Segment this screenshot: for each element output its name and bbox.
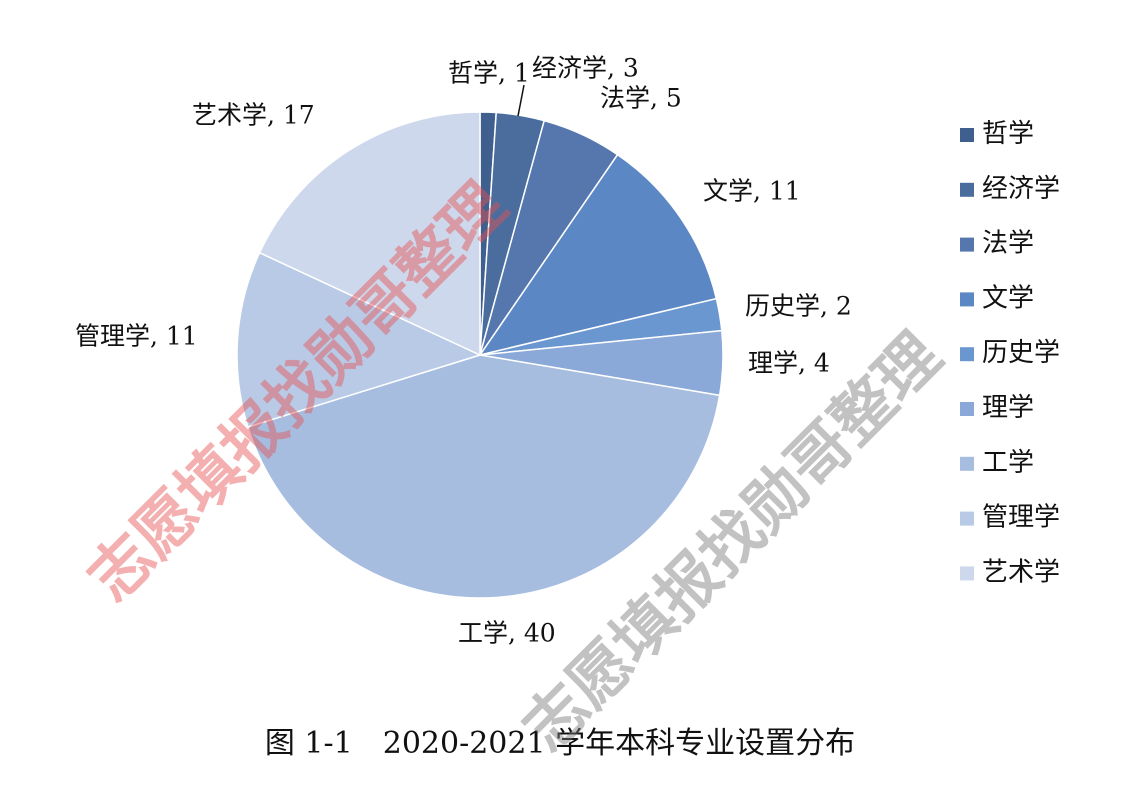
legend-label: 艺术学 (982, 557, 1060, 587)
legend-label: 文学 (982, 283, 1034, 313)
legend-swatch (960, 292, 974, 307)
legend-label: 理学 (982, 393, 1034, 423)
data-label: 艺术学, 17 (192, 101, 315, 130)
legend-label: 哲学 (982, 119, 1034, 149)
legend-swatch (960, 128, 974, 142)
pie-slice (236, 251, 483, 428)
data-label: 历史学, 2 (745, 292, 852, 321)
pie-slice (258, 111, 481, 357)
legend-swatch (960, 347, 974, 362)
legend-swatch (960, 456, 974, 471)
legend-label: 管理学 (982, 503, 1060, 533)
legend-swatch (960, 402, 974, 416)
leader-line (517, 84, 525, 117)
legend-label: 历史学 (982, 338, 1060, 368)
data-label: 法学, 5 (600, 84, 682, 113)
data-label: 文学, 11 (703, 177, 801, 206)
legend-swatch (960, 566, 974, 581)
data-label: 经济学, 3 (532, 54, 639, 83)
pie-slice (246, 354, 721, 599)
legend-label: 法学 (982, 229, 1034, 259)
data-label: 管理学, 11 (75, 322, 198, 351)
chart-title: 图 1-1 2020-2021 学年本科专业设置分布 (265, 726, 855, 761)
pie-slice (478, 153, 718, 357)
data-label: 工学, 40 (458, 619, 556, 648)
data-label: 理学, 4 (748, 349, 830, 378)
legend-swatch (960, 511, 974, 526)
data-label: 哲学, 1 (448, 59, 530, 88)
legend-swatch (960, 237, 974, 252)
legend-label: 工学 (982, 448, 1034, 478)
legend-swatch (960, 182, 974, 197)
legend-label: 经济学 (982, 174, 1060, 204)
